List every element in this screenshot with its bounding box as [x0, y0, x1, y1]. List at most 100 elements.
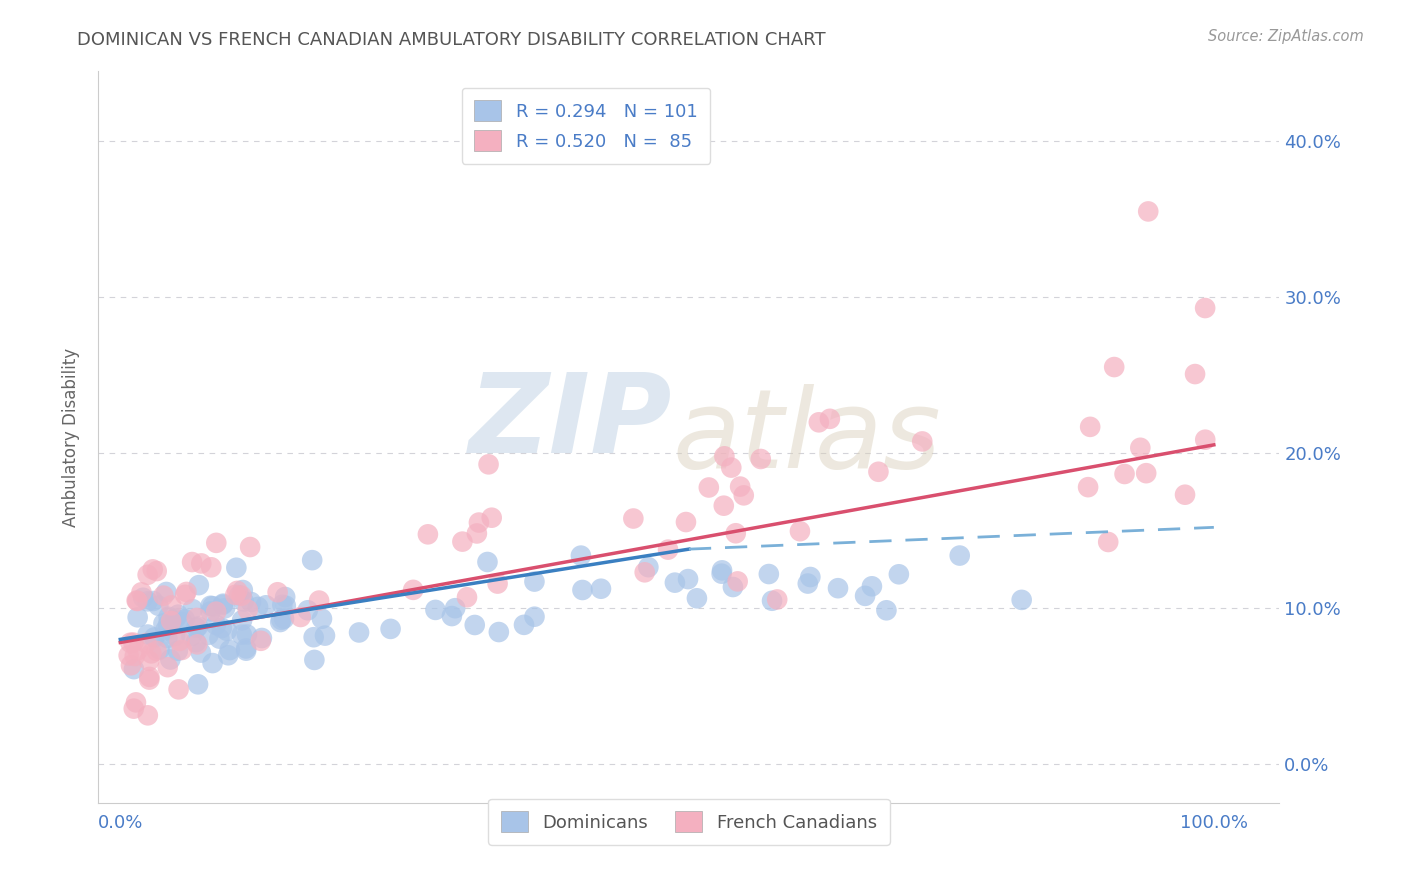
- Point: [949, 549, 972, 563]
- Point: [167, 607, 190, 622]
- Point: [797, 576, 820, 591]
- Point: [301, 553, 323, 567]
- Point: [136, 594, 159, 608]
- Point: [181, 555, 204, 569]
- Point: [724, 526, 747, 541]
- Point: [138, 654, 160, 668]
- Point: [152, 589, 174, 603]
- Point: [190, 646, 212, 660]
- Point: [163, 629, 186, 643]
- Point: [589, 582, 612, 596]
- Text: atlas: atlas: [672, 384, 942, 491]
- Point: [127, 643, 149, 657]
- Point: [451, 534, 474, 549]
- Point: [477, 555, 499, 569]
- Point: [174, 588, 197, 602]
- Point: [232, 594, 254, 608]
- Point: [465, 526, 488, 541]
- Point: [148, 599, 170, 613]
- Point: [347, 625, 370, 640]
- Point: [205, 617, 228, 632]
- Point: [235, 643, 257, 657]
- Point: [132, 591, 155, 605]
- Point: [440, 609, 463, 624]
- Point: [789, 524, 811, 539]
- Point: [911, 434, 934, 449]
- Point: [523, 609, 546, 624]
- Point: [231, 613, 253, 627]
- Point: [274, 590, 297, 604]
- Point: [122, 701, 145, 715]
- Point: [157, 610, 180, 624]
- Point: [1194, 301, 1216, 315]
- Point: [181, 602, 204, 616]
- Point: [697, 481, 720, 495]
- Point: [117, 648, 139, 663]
- Point: [239, 540, 262, 554]
- Point: [136, 567, 159, 582]
- Point: [675, 515, 697, 529]
- Point: [176, 585, 198, 599]
- Point: [1114, 467, 1136, 481]
- Point: [1135, 466, 1157, 480]
- Point: [214, 601, 236, 615]
- Point: [211, 621, 233, 635]
- Point: [311, 612, 333, 626]
- Point: [402, 582, 425, 597]
- Point: [186, 611, 208, 625]
- Point: [713, 450, 735, 464]
- Point: [226, 583, 249, 598]
- Point: [205, 605, 228, 619]
- Point: [425, 603, 447, 617]
- Point: [231, 627, 253, 641]
- Point: [637, 560, 659, 574]
- Point: [1102, 359, 1125, 374]
- Point: [212, 598, 235, 612]
- Point: [250, 631, 273, 645]
- Point: [155, 585, 177, 599]
- Point: [657, 542, 679, 557]
- Point: [156, 617, 179, 632]
- Point: [827, 581, 849, 595]
- Point: [236, 627, 259, 641]
- Point: [304, 653, 326, 667]
- Point: [569, 549, 592, 563]
- Point: [486, 576, 509, 591]
- Point: [710, 566, 733, 581]
- Point: [165, 612, 187, 626]
- Point: [273, 612, 295, 626]
- Point: [1077, 480, 1099, 494]
- Point: [186, 621, 208, 635]
- Point: [749, 452, 772, 467]
- Point: [853, 589, 876, 603]
- Point: [120, 636, 142, 650]
- Point: [247, 599, 270, 614]
- Point: [125, 593, 148, 607]
- Point: [155, 624, 177, 638]
- Point: [160, 599, 183, 613]
- Point: [720, 460, 742, 475]
- Point: [1011, 593, 1033, 607]
- Point: [231, 589, 253, 603]
- Point: [1137, 204, 1160, 219]
- Point: [727, 574, 749, 589]
- Point: [1184, 367, 1206, 381]
- Point: [125, 695, 148, 709]
- Point: [201, 599, 224, 614]
- Point: [860, 579, 883, 593]
- Point: [172, 615, 194, 630]
- Point: [217, 648, 239, 663]
- Point: [235, 641, 257, 656]
- Point: [314, 629, 336, 643]
- Point: [818, 412, 841, 426]
- Point: [766, 592, 789, 607]
- Point: [269, 615, 291, 629]
- Point: [621, 511, 644, 525]
- Point: [127, 610, 149, 624]
- Point: [200, 599, 222, 613]
- Point: [523, 574, 546, 589]
- Point: [571, 582, 593, 597]
- Point: [380, 622, 402, 636]
- Point: [152, 616, 174, 631]
- Point: [464, 618, 486, 632]
